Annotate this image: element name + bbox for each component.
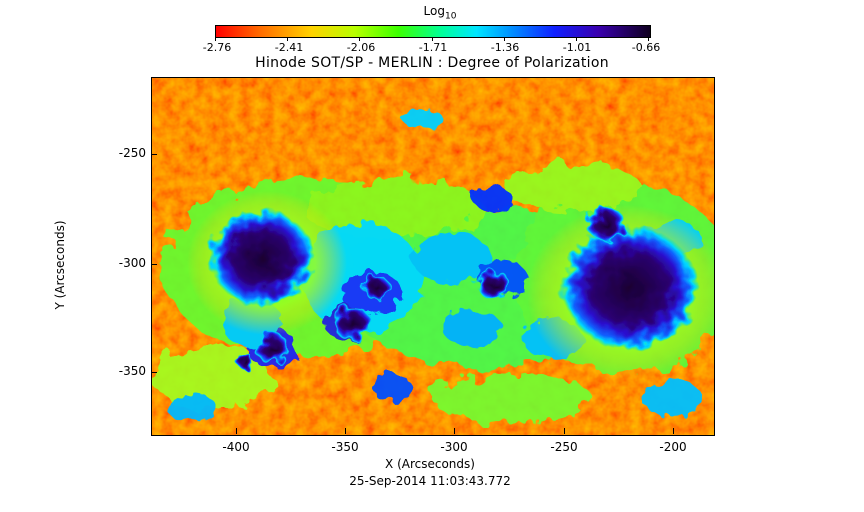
colorbar — [215, 25, 651, 38]
colorbar-tick-label: -0.66 — [631, 41, 661, 54]
colorbar-tick-label: -1.71 — [418, 41, 448, 54]
y-axis-tick-mark — [151, 264, 157, 265]
x-axis-tick-mark — [673, 428, 674, 434]
colorbar-tick — [287, 37, 288, 41]
colorbar-title-subscript: 10 — [444, 11, 457, 22]
colorbar-tick-label: -2.06 — [346, 41, 376, 54]
y-axis-tick-mark — [151, 372, 157, 373]
polarization-map — [151, 77, 715, 436]
y-tick-label: -250 — [118, 146, 146, 160]
colorbar-tick — [432, 37, 433, 41]
x-axis-tick-mark — [454, 428, 455, 434]
y-axis-label: Y (Arcseconds) — [53, 220, 67, 310]
colorbar-tick — [648, 37, 649, 41]
x-tick-label: -250 — [550, 440, 578, 454]
colorbar-tick-label: -1.36 — [490, 41, 520, 54]
x-tick-label: -300 — [440, 440, 468, 454]
colorbar-title-main: Log — [423, 4, 445, 18]
x-tick-label: -400 — [222, 440, 250, 454]
polarization-map-image — [152, 78, 714, 435]
colorbar-tick-label: -2.76 — [202, 41, 232, 54]
x-axis-tick-mark — [345, 428, 346, 434]
colorbar-tick-label: -1.01 — [562, 41, 592, 54]
colorbar-tick — [215, 37, 216, 41]
y-tick-label: -350 — [118, 364, 146, 378]
y-axis-tick-mark — [151, 154, 157, 155]
x-tick-label: -350 — [331, 440, 359, 454]
plot-title: Hinode SOT/SP - MERLIN : Degree of Polar… — [255, 55, 609, 71]
colorbar-tick — [576, 37, 577, 41]
x-tick-label: -200 — [659, 440, 687, 454]
colorbar-tick — [359, 37, 360, 41]
x-axis-tick-mark — [236, 428, 237, 434]
colorbar-tick — [504, 37, 505, 41]
y-tick-label: -300 — [118, 256, 146, 270]
x-axis-tick-mark — [564, 428, 565, 434]
x-axis-label: X (Arcseconds) — [385, 457, 475, 471]
colorbar-tick-label: -2.41 — [274, 41, 304, 54]
observation-timestamp: 25-Sep-2014 11:03:43.772 — [349, 474, 511, 488]
colorbar-title: Log10 — [380, 4, 500, 23]
